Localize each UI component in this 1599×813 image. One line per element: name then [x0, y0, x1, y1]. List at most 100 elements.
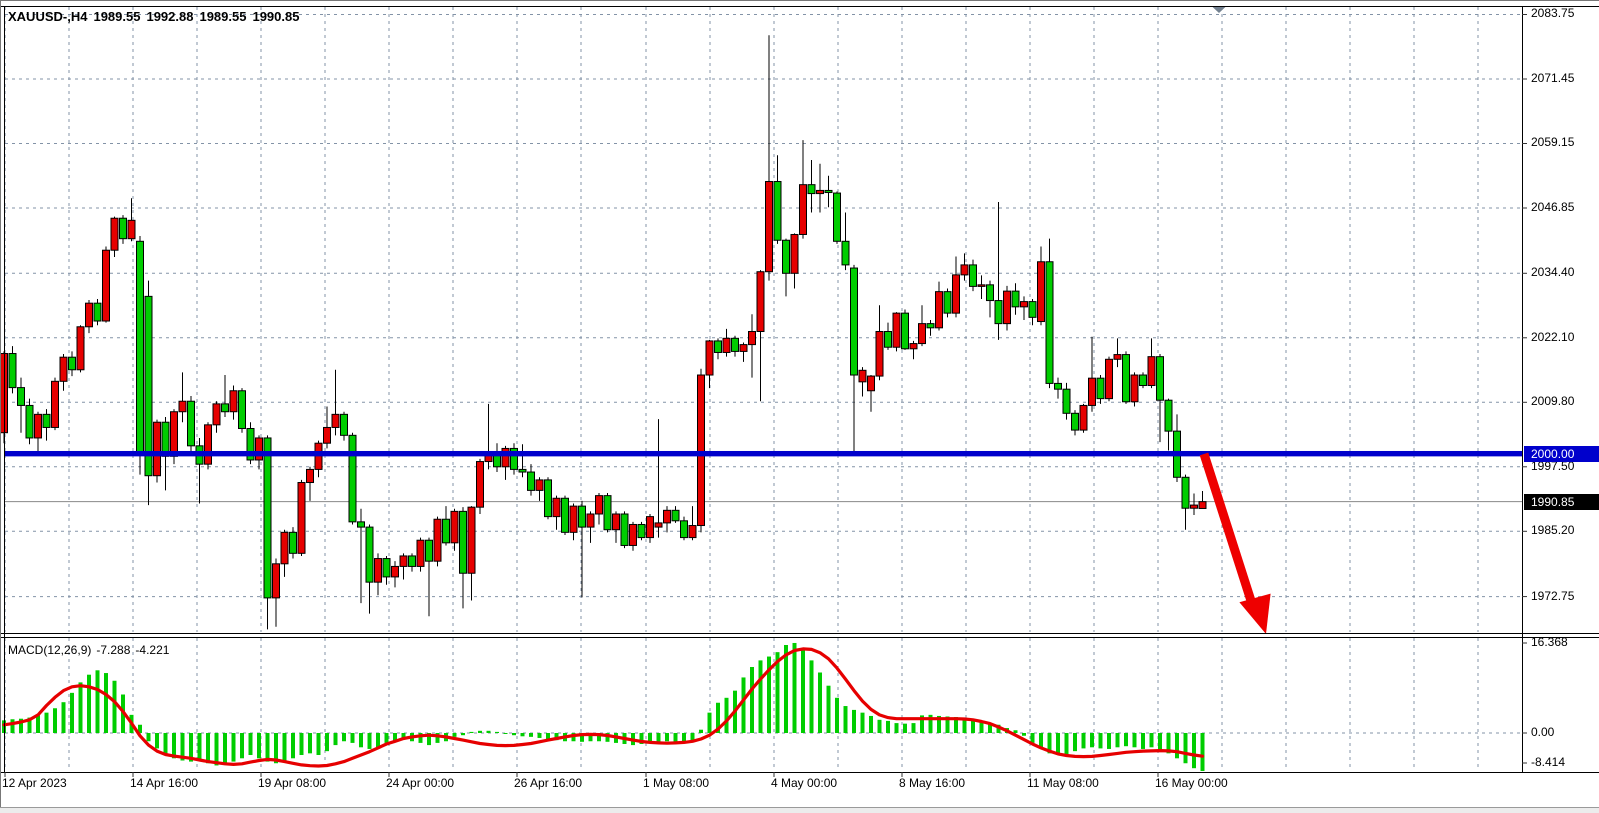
candle-body	[459, 510, 467, 574]
candle-body	[85, 302, 93, 328]
macd-histogram-bar	[826, 685, 831, 733]
macd-histogram-bar	[1158, 733, 1162, 752]
macd-histogram-bar	[70, 692, 74, 733]
macd-axis-label: 16.368	[1531, 635, 1568, 649]
macd-histogram-bar	[707, 712, 712, 733]
candle-body	[153, 421, 161, 477]
macd-histogram-bar	[189, 733, 193, 762]
macd-histogram-bar	[265, 733, 270, 762]
candle-body	[391, 565, 399, 578]
macd-histogram-bar	[172, 733, 176, 759]
macd-histogram-bar	[546, 733, 550, 740]
macd-histogram-bar	[316, 733, 321, 755]
window-footer-line	[0, 807, 1599, 808]
candle-body	[1139, 374, 1147, 387]
macd-histogram-bar	[1073, 733, 1077, 752]
macd-histogram-bar	[886, 720, 890, 733]
macd-histogram-bar	[818, 672, 822, 733]
macd-histogram-bar	[580, 733, 584, 742]
candle-body	[1011, 290, 1020, 308]
candle-body	[892, 312, 901, 348]
macd-histogram-bar	[206, 733, 210, 764]
candle-body	[603, 495, 612, 531]
candle-body	[1105, 358, 1113, 400]
candle-body	[348, 434, 357, 523]
macd-histogram-bar	[367, 733, 372, 749]
macd-histogram-bar	[979, 720, 984, 733]
macd-histogram-bar	[214, 733, 219, 766]
candle-body	[280, 531, 289, 565]
trend-arrow-head[interactable]	[1239, 593, 1271, 634]
macd-axis-label: -8.414	[1531, 755, 1566, 769]
macd-histogram-bar	[656, 733, 661, 742]
candle-body	[1164, 399, 1173, 432]
candle-body	[467, 506, 476, 574]
macd-histogram-bar	[597, 733, 601, 742]
candle-body	[714, 340, 722, 353]
candle-body	[782, 239, 790, 274]
macd-histogram-bar	[801, 649, 805, 733]
candle-body	[612, 513, 620, 531]
ohlc-low: 1989.55	[199, 9, 247, 24]
candle-body	[986, 284, 994, 302]
macd-histogram-bar	[784, 645, 788, 733]
time-axis-label: 1 May 08:00	[643, 776, 710, 790]
macd-histogram-bar	[461, 733, 465, 736]
macd-histogram-bar	[1115, 733, 1120, 748]
horizontal-line-2000[interactable]	[5, 450, 1522, 457]
macd-histogram-bar	[87, 674, 91, 733]
macd-histogram-bar	[767, 656, 771, 733]
macd-histogram-bar	[588, 733, 593, 742]
macd-histogram-bar	[911, 723, 916, 733]
macd-histogram-bar	[427, 733, 431, 746]
ohlc-close: 1990.85	[252, 9, 300, 24]
macd-histogram-bar	[724, 697, 729, 733]
macd-histogram-bar	[673, 733, 678, 743]
ohlc-open: 1989.55	[93, 9, 141, 24]
macd-histogram-bar	[860, 712, 865, 733]
candle-body	[943, 291, 952, 314]
candle-body	[1130, 374, 1139, 403]
candle-body	[382, 558, 391, 578]
candle-body	[918, 323, 926, 345]
macd-histogram-bar	[282, 733, 287, 762]
candle-body	[42, 413, 51, 428]
candle-body	[663, 509, 671, 524]
candle-body	[501, 447, 510, 468]
macd-histogram-bar	[852, 709, 856, 733]
trend-arrow-shaft[interactable]	[1199, 452, 1258, 609]
macd-histogram-bar	[104, 673, 108, 733]
macd-histogram-bar	[1141, 733, 1145, 749]
macd-histogram-bar	[869, 715, 873, 733]
macd-indicator-label: MACD(12,26,9) -7.288 -4.221	[8, 643, 174, 671]
candle-body	[365, 526, 374, 583]
candle-body	[8, 353, 17, 389]
time-axis-label: 12 Apr 2023	[2, 776, 67, 790]
candle-body	[51, 380, 59, 428]
candle-body	[935, 291, 943, 329]
candle-body	[263, 437, 272, 599]
macd-histogram-bar	[954, 717, 958, 733]
chart-shift-marker-icon	[1211, 6, 1227, 13]
candle-body	[476, 461, 484, 508]
candle-body	[255, 437, 263, 461]
price-axis-label: 2083.75	[1531, 6, 1575, 21]
candle-body	[773, 181, 782, 241]
macd-histogram-bar	[376, 733, 380, 748]
candle-body	[527, 471, 535, 491]
time-axis-label: 16 May 00:00	[1155, 776, 1228, 790]
macd-histogram-bar	[350, 733, 355, 743]
time-axis-label: 24 Apr 00:00	[386, 776, 455, 790]
macd-axis-label: 0.00	[1531, 725, 1555, 739]
macd-histogram-bar	[1200, 733, 1205, 771]
macd-histogram-bar	[61, 702, 66, 733]
macd-histogram-bar	[512, 733, 516, 736]
price-axis-label: 1985.20	[1531, 523, 1575, 538]
macd-histogram-bar	[486, 730, 491, 733]
candle-body	[178, 400, 187, 413]
macd-histogram-bar	[699, 729, 703, 733]
candle-body	[731, 337, 739, 352]
macd-histogram-bar	[1098, 733, 1103, 749]
